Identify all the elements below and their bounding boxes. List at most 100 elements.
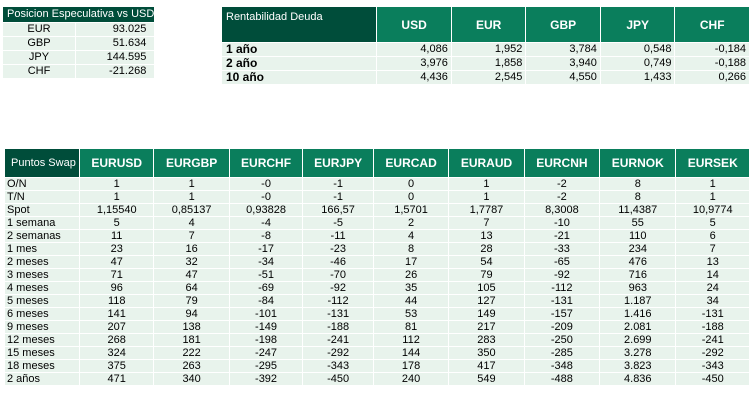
swap-value: 7: [676, 243, 749, 255]
swap-value: 127: [449, 295, 524, 307]
swap-value: 375: [80, 360, 154, 372]
swap-row: 1 semana 5 4 -4 -5 2 7 -10 55 5: [5, 217, 749, 229]
swap-value: 47: [154, 269, 229, 281]
swap-value: 13: [449, 230, 524, 242]
swap-value: 34: [676, 295, 749, 307]
swap-value: 64: [154, 282, 229, 294]
swap-value: 2.699: [600, 334, 676, 346]
swap-value: 340: [154, 373, 229, 385]
swap-value: -1: [303, 191, 373, 203]
swap-row: T/N 1 1 -0 -1 0 1 -2 8 1: [5, 191, 749, 203]
swap-value: -131: [676, 308, 749, 320]
swap-value: -241: [676, 334, 749, 346]
swap-value: 549: [449, 373, 524, 385]
rentabilidad-value: -0,184: [675, 43, 749, 56]
swap-value: 14: [676, 269, 749, 281]
swap-value: 11,4387: [600, 204, 676, 216]
swap-value: 94: [154, 308, 229, 320]
swap-value: -34: [229, 256, 303, 268]
swap-value: 1: [676, 178, 749, 190]
swap-value: -2: [524, 178, 600, 190]
swap-value: -209: [524, 321, 600, 333]
swap-value: 1,15540: [80, 204, 154, 216]
rentabilidad-value: 4,436: [377, 71, 451, 84]
swap-value: 17: [373, 256, 449, 268]
rentabilidad-value: 0,266: [675, 71, 749, 84]
posicion-value: 93.025: [76, 23, 155, 36]
swap-row: 2 semanas 11 7 -8 -11 4 13 -21 110 6: [5, 230, 749, 242]
swap-value: 0: [373, 191, 449, 203]
swap-value: 5: [80, 217, 154, 229]
rentabilidad-term: 1 año: [222, 43, 377, 56]
swap-value: 32: [154, 256, 229, 268]
swap-value: -4: [229, 217, 303, 229]
swap-value: 6: [676, 230, 749, 242]
swap-value: 149: [449, 308, 524, 320]
posicion-value: 144.595: [76, 51, 155, 64]
swap-value: 716: [600, 269, 676, 281]
swap-term: 4 meses: [5, 282, 79, 294]
swap-row: 12 meses 268 181 -198 -241 112 283 -250 2.699 -24…: [5, 334, 749, 346]
swap-value: -92: [303, 282, 373, 294]
swap-value: -343: [303, 360, 373, 372]
swap-value: 1,7787: [449, 204, 524, 216]
swap-value: -488: [524, 373, 600, 385]
rentabilidad-value: 3,784: [526, 43, 600, 56]
swap-value: 234: [600, 243, 676, 255]
swap-row: 18 meses 375 263 -295 -343 178 417 -348 3.823 -34…: [5, 360, 749, 372]
swap-value: -21: [524, 230, 600, 242]
swap-value: 54: [449, 256, 524, 268]
swap-value: -292: [676, 347, 749, 359]
swap-value: -33: [524, 243, 600, 255]
swap-value: 16: [154, 243, 229, 255]
posicion-currency: JPY: [3, 51, 75, 64]
rentabilidad-value: 0,548: [600, 43, 675, 56]
posicion-especulativa-table: Posicion Especulativa vs USD EUR 93.025 …: [2, 6, 155, 79]
swap-value: 10,9774: [676, 204, 749, 216]
swap-title: Puntos Swap: [5, 149, 79, 177]
swap-value: -112: [303, 295, 373, 307]
swap-term: 3 meses: [5, 269, 79, 281]
swap-value: 8,3008: [524, 204, 600, 216]
swap-value: -0: [229, 178, 303, 190]
rentabilidad-value: -0,188: [675, 57, 749, 70]
swap-value: 417: [449, 360, 524, 372]
posicion-row: GBP 51.634: [3, 37, 155, 50]
swap-value: -5: [303, 217, 373, 229]
swap-value: -285: [524, 347, 600, 359]
swap-value: 4.836: [600, 373, 676, 385]
rentabilidad-col-eur: EUR: [451, 7, 526, 42]
swap-value: -131: [524, 295, 600, 307]
swap-value: -84: [229, 295, 303, 307]
swap-value: 1: [676, 191, 749, 203]
swap-value: -65: [524, 256, 600, 268]
swap-term: 18 meses: [5, 360, 79, 372]
swap-value: 350: [449, 347, 524, 359]
rentabilidad-value: 3,940: [526, 57, 600, 70]
rentabilidad-value: 4,086: [377, 43, 451, 56]
swap-term: Spot: [5, 204, 79, 216]
swap-term: O/N: [5, 178, 79, 190]
swap-term: T/N: [5, 191, 79, 203]
swap-value: 181: [154, 334, 229, 346]
rentabilidad-value: 4,550: [526, 71, 600, 84]
swap-value: 1: [80, 178, 154, 190]
swap-value: -69: [229, 282, 303, 294]
swap-value: 2: [373, 217, 449, 229]
swap-term: 1 semana: [5, 217, 79, 229]
rentabilidad-title: Rentabilidad Deuda: [222, 7, 377, 42]
swap-col-eurusd: EURUSD: [80, 149, 154, 177]
swap-col-eursek: EURSEK: [676, 149, 749, 177]
rentabilidad-col-chf: CHF: [675, 7, 749, 42]
swap-term: 2 meses: [5, 256, 79, 268]
rentabilidad-deuda-table: Rentabilidad Deuda USD EUR GBP JPY CHF 1…: [221, 6, 750, 85]
swap-value: -295: [229, 360, 303, 372]
swap-value: 110: [600, 230, 676, 242]
swap-value: -392: [229, 373, 303, 385]
swap-value: -101: [229, 308, 303, 320]
swap-value: 207: [80, 321, 154, 333]
posicion-currency: EUR: [3, 23, 75, 36]
swap-row: 9 meses 207 138 -149 -188 81 217 -209 2.081 -188: [5, 321, 749, 333]
swap-value: -247: [229, 347, 303, 359]
swap-value: 1,5701: [373, 204, 449, 216]
